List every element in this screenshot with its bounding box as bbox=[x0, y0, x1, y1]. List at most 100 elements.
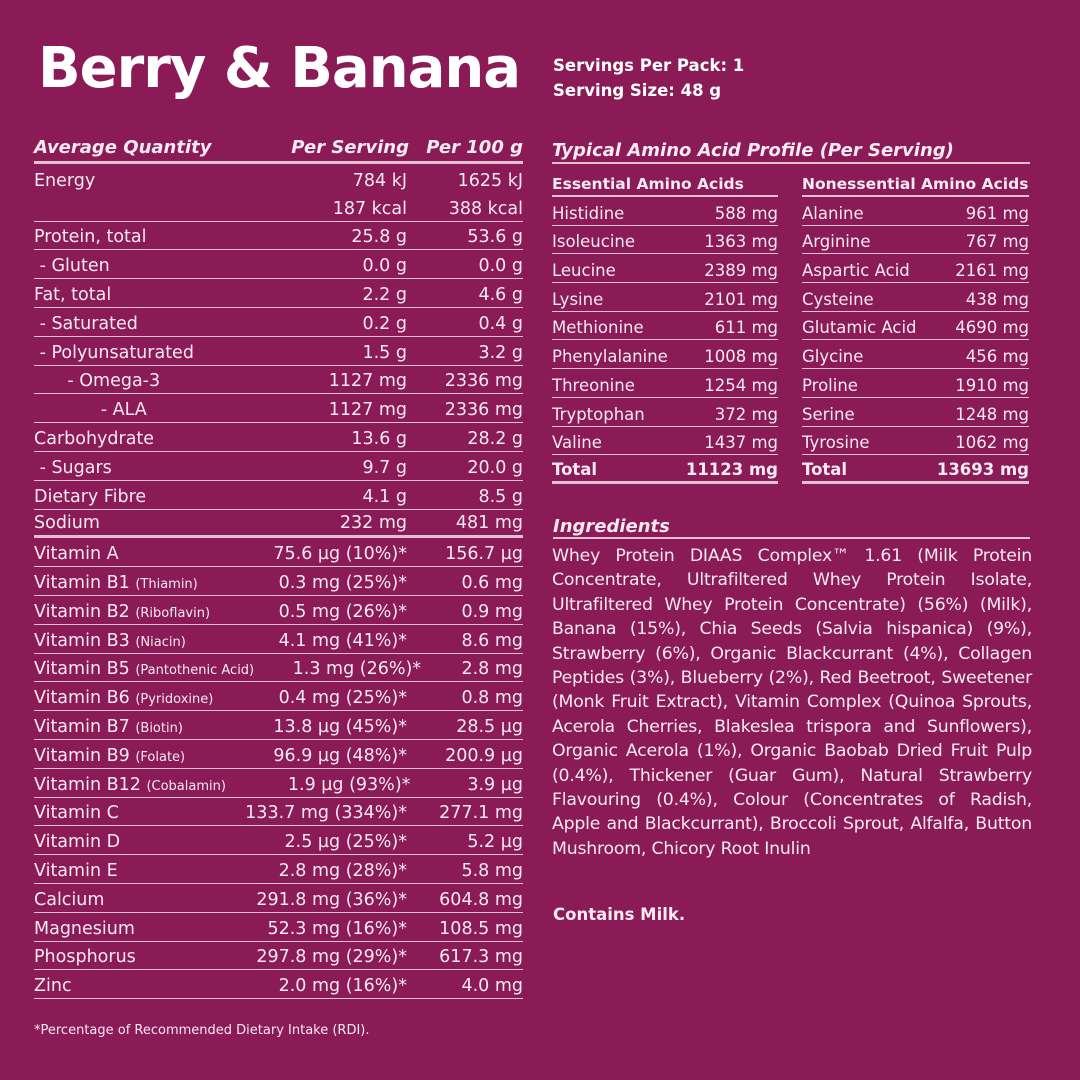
per-100g-value: 0.4 g bbox=[478, 313, 523, 334]
per-serving-value: 13.8 µg (45%)* bbox=[273, 716, 407, 737]
serving-size: Serving Size: 48 g bbox=[553, 81, 722, 100]
nutrient-label: Vitamin B2 bbox=[34, 601, 130, 622]
nutrient-name: Vitamin B5 (Pantothenic Acid) bbox=[34, 659, 254, 679]
per-serving-value: 4.1 mg (41%)* bbox=[278, 630, 407, 651]
nutrient-label: Vitamin B12 bbox=[34, 774, 141, 795]
amino-value: 1254 mg bbox=[704, 375, 778, 395]
amino-name: Threonine bbox=[552, 375, 635, 395]
amino-name: Tryptophan bbox=[552, 404, 645, 424]
amino-name: Arginine bbox=[802, 232, 871, 252]
ingredients-heading: Ingredients bbox=[553, 516, 1030, 539]
nutrient-name: Energy bbox=[34, 171, 217, 191]
amino-row: Aspartic Acid 2161 mg bbox=[802, 254, 1029, 284]
nutrition-table: Average Quantity Per Serving Per 100 g E… bbox=[34, 134, 523, 1000]
per-serving-value: 25.8 g bbox=[351, 227, 407, 248]
nutrient-label: Calcium bbox=[34, 889, 105, 910]
nutrition-row: Zinc 2.0 mg (16%)* 4.0 mg bbox=[34, 970, 523, 1000]
per-serving-value: 0.5 mg (26%)* bbox=[278, 601, 407, 622]
amino-row: Lysine 2101 mg bbox=[552, 283, 778, 312]
per-serving-value: 291.8 mg (36%)* bbox=[256, 889, 407, 910]
amino-name: Glycine bbox=[802, 347, 864, 367]
per-serving-value: 0.0 g bbox=[362, 256, 407, 277]
per-serving-value: 2.5 µg (25%)* bbox=[284, 832, 408, 853]
amino-name: Phenylalanine bbox=[552, 347, 668, 367]
per-100g-value: 4.0 mg bbox=[461, 976, 523, 997]
amino-row: Isoleucine 1363 mg bbox=[552, 226, 778, 255]
amino-row: Arginine 767 mg bbox=[802, 226, 1029, 255]
per-100g-value: 0.6 mg bbox=[461, 572, 523, 593]
per-serving-value: 2.2 g bbox=[362, 284, 407, 305]
per-100g-value: 200.9 µg bbox=[445, 745, 523, 766]
nutrition-row: Vitamin B7 (Biotin) 13.8 µg (45%)* 28.5 µg bbox=[34, 711, 523, 740]
per-serving-value: 2.8 mg (28%)* bbox=[278, 860, 407, 881]
amino-name: Glutamic Acid bbox=[802, 318, 917, 338]
amino-name: Alanine bbox=[802, 203, 864, 223]
per-100g-value: 3.2 g bbox=[478, 342, 523, 363]
nutrient-note: (Folate) bbox=[135, 749, 186, 765]
nutrient-label: Zinc bbox=[34, 976, 72, 997]
total-label: Total bbox=[552, 459, 598, 479]
amino-row: Tryptophan 372 mg bbox=[552, 398, 778, 427]
per-serving-value: 96.9 µg (48%)* bbox=[273, 745, 407, 766]
allergen-statement: Contains Milk. bbox=[553, 905, 686, 924]
nutrient-label: Vitamin B9 bbox=[34, 745, 130, 766]
nutrient-label: Magnesium bbox=[34, 918, 135, 939]
nutrient-note: (Cobalamin) bbox=[146, 778, 226, 794]
per-100g-value: 5.8 mg bbox=[461, 860, 523, 881]
per-serving-value: 52.3 mg (16%)* bbox=[267, 918, 407, 939]
amino-value: 1248 mg bbox=[955, 404, 1029, 424]
amino-row: Serine 1248 mg bbox=[802, 398, 1029, 427]
per-100g-value: 108.5 mg bbox=[439, 918, 523, 939]
nutrient-name: Protein, total bbox=[34, 227, 217, 247]
nutrition-row: Phosphorus 297.8 mg (29%)* 617.3 mg bbox=[34, 942, 523, 971]
total-value: 13693 mg bbox=[936, 459, 1029, 479]
amino-value: 2161 mg bbox=[955, 261, 1029, 281]
nutrient-label: Vitamin B1 bbox=[34, 572, 130, 593]
amino-value: 2389 mg bbox=[704, 261, 778, 281]
nutrition-row: Protein, total 25.8 g 53.6 g bbox=[34, 222, 523, 251]
per-100g-value: 4.6 g bbox=[478, 284, 523, 305]
amino-value: 1062 mg bbox=[955, 433, 1029, 453]
amino-row: Proline 1910 mg bbox=[802, 369, 1029, 398]
nutrient-note: (Thiamin) bbox=[135, 576, 198, 592]
nutrient-name: Dietary Fibre bbox=[34, 487, 217, 507]
amino-total-row: Total 13693 mg bbox=[802, 455, 1029, 484]
nutrient-label: Energy bbox=[34, 170, 96, 191]
nutrition-row: Vitamin B5 (Pantothenic Acid) 1.3 mg (26%… bbox=[34, 654, 523, 683]
amino-row: Cysteine 438 mg bbox=[802, 283, 1029, 312]
amino-value: 456 mg bbox=[965, 347, 1029, 367]
serving-info: Servings Per Pack: 1 Serving Size: 48 g bbox=[553, 53, 744, 103]
amino-row: Threonine 1254 mg bbox=[552, 369, 778, 398]
nutrition-row: Vitamin C 133.7 mg (334%)* 277.1 mg bbox=[34, 798, 523, 827]
amino-value: 438 mg bbox=[965, 289, 1029, 309]
nutrition-row: Magnesium 52.3 mg (16%)* 108.5 mg bbox=[34, 913, 523, 942]
per-100g-value: 2.8 mg bbox=[461, 659, 523, 680]
nutrient-label: Carbohydrate bbox=[34, 428, 155, 449]
per-100g-value: 28.2 g bbox=[467, 428, 523, 449]
amino-value: 2101 mg bbox=[704, 289, 778, 309]
per-100g-value: 28.5 µg bbox=[456, 716, 523, 737]
nutrient-label: Vitamin B5 bbox=[34, 659, 130, 680]
nutrition-row: - ALA 1127 mg 2336 mg bbox=[34, 394, 523, 424]
nutrition-row: Vitamin B6 (Pyridoxine) 0.4 mg (25%)* 0.8 … bbox=[34, 682, 523, 712]
nutrient-label: Vitamin D bbox=[34, 832, 121, 853]
nutrient-name: - Gluten bbox=[34, 256, 217, 276]
nutrient-label: Protein, total bbox=[34, 227, 147, 248]
nutrition-row: Fat, total 2.2 g 4.6 g bbox=[34, 279, 523, 308]
nutrient-name: - Saturated bbox=[34, 314, 217, 334]
nutrient-name: Zinc bbox=[34, 976, 217, 996]
amino-name: Tyrosine bbox=[802, 433, 870, 453]
per-serving-value: 133.7 mg (334%)* bbox=[245, 803, 407, 824]
per-100g-value: 0.0 g bbox=[478, 256, 523, 277]
rdi-footnote: *Percentage of Recommended Dietary Intak… bbox=[34, 1023, 370, 1038]
per-100g-value: 277.1 mg bbox=[439, 803, 523, 824]
amino-row: Methionine 611 mg bbox=[552, 312, 778, 341]
nutrient-name: - Sugars bbox=[34, 458, 217, 478]
per-serving-value: 1.5 g bbox=[362, 342, 407, 363]
nutrition-row: Sodium 232 mg 481 mg bbox=[34, 510, 523, 539]
nutrient-label: - Polyunsaturated bbox=[34, 342, 194, 363]
amino-row: Histidine 588 mg bbox=[552, 197, 778, 226]
amino-value: 767 mg bbox=[965, 232, 1029, 252]
per-100g-value: 20.0 g bbox=[467, 457, 523, 478]
per-serving-value: 1127 mg bbox=[328, 371, 407, 392]
